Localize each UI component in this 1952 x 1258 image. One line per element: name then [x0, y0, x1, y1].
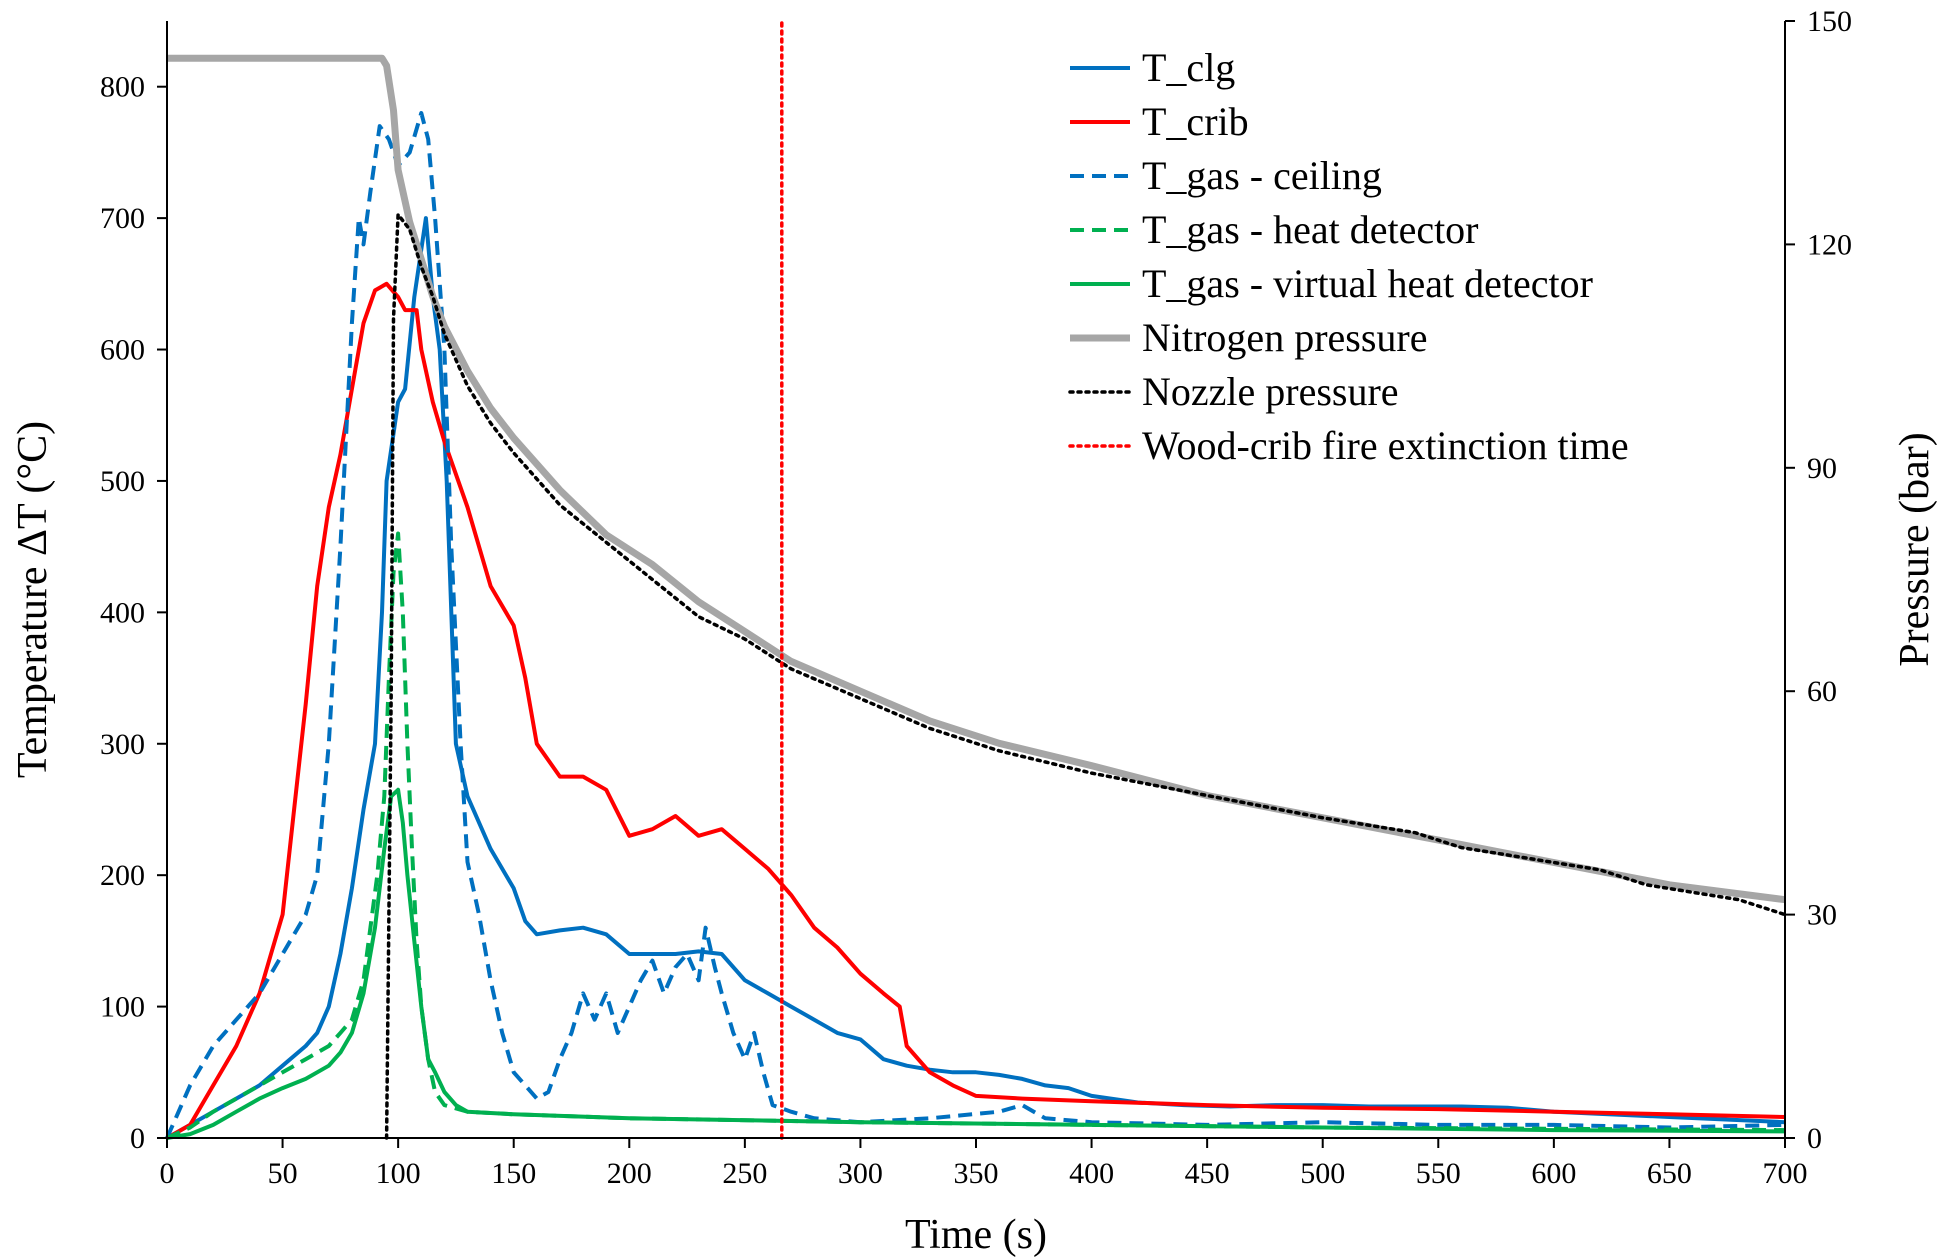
x-tick-label: 100: [376, 1157, 421, 1190]
y2-axis-title: Pressure (bar): [1892, 432, 1938, 666]
y2-tick-label: 150: [1807, 5, 1852, 38]
x-tick-label: 350: [954, 1157, 999, 1190]
x-axis-title: Time (s): [905, 1212, 1047, 1258]
y-tick-label: 700: [100, 202, 145, 235]
x-tick-label: 150: [491, 1157, 536, 1190]
y-tick-label: 300: [100, 728, 145, 761]
series-line-7: [384, 212, 1787, 1140]
legend-label-2: T_crib: [1142, 99, 1249, 144]
x-tick-label: 200: [607, 1157, 652, 1190]
y-tick-label: 800: [100, 71, 145, 104]
legend-label-3: T_gas - ceiling: [1142, 153, 1382, 198]
legend: T_clg T_crib T_gas - ceiling T_gas - heat d…: [1068, 45, 1629, 468]
tick-labels: 0 50 100 150 200 250 300 350 400 450 500 550 600 650 7…: [100, 5, 1852, 1190]
y2-tick-label: 30: [1807, 899, 1837, 932]
x-tick-label: 400: [1069, 1157, 1114, 1190]
y-tick-label: 500: [100, 465, 145, 498]
y-tick-label: 600: [100, 334, 145, 367]
x-tick-label: 50: [268, 1157, 298, 1190]
legend-label-8: Wood-crib fire extinction time: [1142, 423, 1629, 468]
y2-tick-label: 0: [1807, 1122, 1822, 1155]
legend-label-6: Nitrogen pressure: [1142, 315, 1427, 360]
x-tick-label: 550: [1416, 1157, 1461, 1190]
y2-tick-label: 120: [1807, 228, 1852, 261]
x-tick-label: 0: [160, 1157, 175, 1190]
y2-tick-label: 60: [1807, 675, 1837, 708]
y-tick-label: 0: [130, 1122, 145, 1155]
legend-label-1: T_clg: [1142, 45, 1235, 90]
axes: [157, 20, 1795, 1148]
legend-label-7: Nozzle pressure: [1142, 369, 1399, 414]
x-tick-label: 650: [1647, 1157, 1692, 1190]
x-tick-label: 600: [1531, 1157, 1576, 1190]
x-tick-label: 450: [1185, 1157, 1230, 1190]
series-line-2: [166, 281, 1786, 1140]
x-tick-label: 250: [722, 1157, 767, 1190]
y-tick-label: 100: [100, 991, 145, 1024]
x-tick-label: 300: [838, 1157, 883, 1190]
x-tick-label: 700: [1763, 1157, 1808, 1190]
plot-lines: [165, 19, 1787, 1140]
y2-tick-label: 90: [1807, 452, 1837, 485]
y-tick-label: 200: [100, 859, 145, 892]
legend-label-4: T_gas - heat detector: [1142, 207, 1479, 252]
y-tick-label: 400: [100, 596, 145, 629]
y-axis-title: Temperature ΔT (°C): [10, 421, 56, 778]
legend-label-5: T_gas - virtual heat detector: [1142, 261, 1593, 306]
series-line-6: [167, 54, 1786, 904]
series-line-5: [166, 787, 1786, 1140]
x-tick-label: 500: [1300, 1157, 1345, 1190]
